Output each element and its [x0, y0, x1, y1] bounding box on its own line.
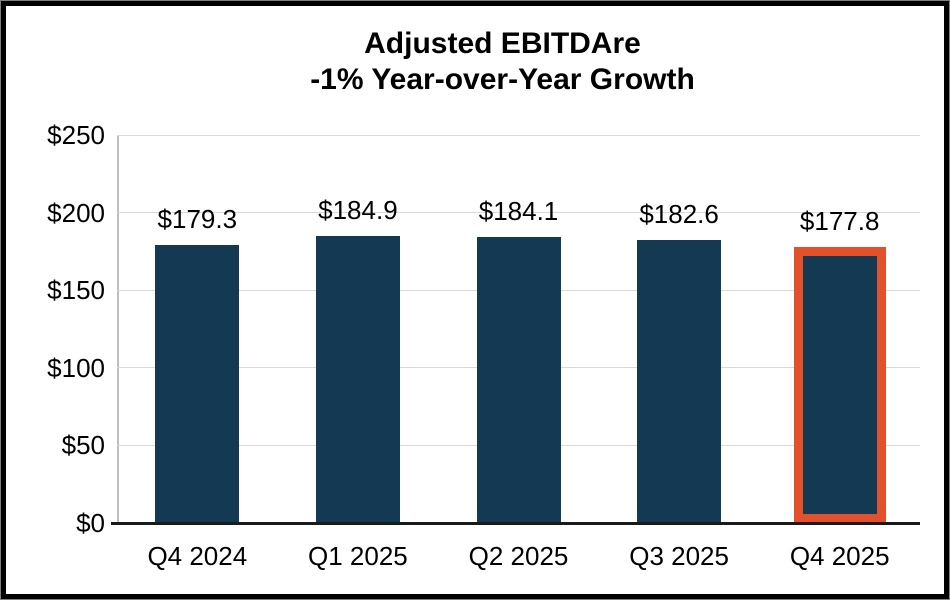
y-tick-label: $250	[47, 120, 105, 150]
x-axis-line	[111, 522, 920, 525]
x-tick-label: Q4 2025	[789, 541, 890, 571]
y-tick-label: $100	[47, 352, 105, 383]
gridline	[117, 212, 920, 214]
y-axis-line	[117, 135, 119, 523]
y-tick-label: $0	[76, 508, 105, 538]
bar-value-label: $184.1	[478, 196, 559, 227]
bar	[155, 244, 240, 523]
x-tick-label: Q4 2024	[147, 541, 248, 571]
x-tick-label: Q3 2025	[629, 541, 729, 571]
plot-area: $179.3 $184.9 $184.1 $182.6 $177.8 Q4 2024 Q1…	[111, 134, 920, 571]
gridline	[117, 134, 920, 136]
bar-highlighted	[793, 247, 886, 523]
y-tick-label: $150	[47, 275, 105, 306]
bar-value-label: $184.9	[318, 195, 398, 226]
x-tick-label: Q2 2025	[468, 541, 569, 571]
bar	[637, 239, 722, 523]
y-axis-labels: $0 $50 $100 $150 $200 $250	[6, 120, 105, 538]
bar-value-label: $177.8	[799, 206, 880, 237]
y-tick-label: $200	[47, 197, 105, 228]
chart-title: Adjusted EBITDAre -1% Year-over-Year Gro…	[61, 26, 944, 98]
bar-value-label: $179.3	[157, 203, 238, 234]
bar	[315, 236, 400, 523]
chart-title-line2: -1% Year-over-Year Growth	[310, 63, 695, 96]
chart-title-line1: Adjusted EBITDAre	[364, 27, 641, 60]
bar	[476, 237, 561, 523]
y-tick-label: $50	[61, 430, 105, 461]
bar-value-label: $182.6	[639, 198, 719, 229]
x-tick-label: Q1 2025	[308, 541, 408, 571]
